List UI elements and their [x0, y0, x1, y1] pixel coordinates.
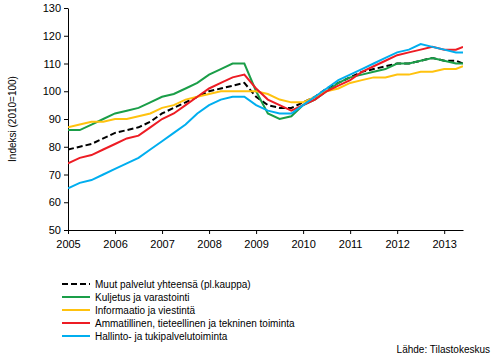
legend-swatch: [62, 335, 90, 337]
y-tick-mark: [64, 119, 68, 120]
x-tick-label: 2011: [339, 238, 363, 250]
x-tick-mark: [350, 230, 351, 234]
x-tick-label: 2006: [103, 238, 127, 250]
legend-label: Muut palvelut yhteensä (pl.kauppa): [95, 279, 251, 290]
source: Lähde: Tilastokeskus: [397, 344, 490, 355]
y-tick-label: 90: [49, 113, 61, 125]
y-axis-line: [68, 9, 69, 231]
y-tick-label: 130: [43, 2, 61, 14]
x-tick: 2012: [385, 230, 409, 250]
y-tick-label: 80: [49, 141, 61, 153]
y-tick: 50: [49, 224, 68, 236]
y-tick: 80: [49, 141, 68, 153]
y-tick: 60: [49, 196, 68, 208]
x-tick: 2005: [56, 230, 80, 250]
y-tick: 100: [43, 85, 68, 97]
x-tick-mark: [303, 230, 304, 234]
series-line: [68, 47, 463, 164]
legend: Muut palvelut yhteensä (pl.kauppa) Kuljet…: [62, 279, 295, 342]
y-tick-mark: [64, 64, 68, 65]
x-tick-mark: [397, 230, 398, 234]
x-tick: 2006: [103, 230, 127, 250]
x-tick-label: 2007: [150, 238, 174, 250]
x-tick-label: 2012: [385, 238, 409, 250]
x-tick-mark: [162, 230, 163, 234]
x-tick: 2011: [339, 230, 363, 250]
legend-swatch: [62, 309, 90, 311]
y-tick-label: 70: [49, 169, 61, 181]
x-tick-label: 2010: [291, 238, 315, 250]
y-tick-label: 60: [49, 196, 61, 208]
x-axis-line: [69, 230, 464, 231]
series-line: [68, 58, 463, 130]
y-tick-mark: [64, 36, 68, 37]
y-tick: 70: [49, 169, 68, 181]
y-axis: 50 60 70 80 90 100 110 120 130: [43, 2, 69, 236]
x-tick-mark: [444, 230, 445, 234]
y-tick-mark: [64, 230, 68, 231]
series-line: [68, 58, 463, 150]
y-tick-mark: [64, 202, 68, 203]
y-tick-label: 100: [43, 85, 61, 97]
x-tick: 2007: [150, 230, 174, 250]
x-tick-mark: [256, 230, 257, 234]
y-tick: 90: [49, 113, 68, 125]
x-tick-mark: [68, 230, 69, 234]
legend-swatch: [62, 283, 90, 285]
plot-lines: [68, 44, 463, 188]
x-tick: 2010: [291, 230, 315, 250]
y-tick-label: 120: [43, 30, 61, 42]
x-tick: 2013: [432, 230, 456, 250]
y-tick-mark: [64, 175, 68, 176]
x-axis: 2005 2006 2007 2008 2009 2010 2011 2012 2013: [56, 230, 463, 250]
legend-swatch: [62, 322, 90, 324]
x-tick-label: 2005: [56, 238, 80, 250]
x-tick: 2008: [197, 230, 221, 250]
x-tick: 2009: [244, 230, 268, 250]
y-axis-title: Indeksi (2010=100): [7, 76, 18, 162]
y-tick-label: 110: [43, 58, 61, 70]
legend-swatch: [62, 296, 90, 298]
x-tick-label: 2008: [197, 238, 221, 250]
x-tick-label: 2009: [244, 238, 268, 250]
chart: 5060708090100110120130200520062007200820…: [0, 0, 498, 361]
series-line: [68, 44, 463, 188]
legend-label: Kuljetus ja varastointi: [95, 292, 190, 303]
legend-label: Hallinto- ja tukipalvelutoiminta: [95, 331, 228, 342]
legend-label: Informaatio ja viestintä: [95, 305, 195, 316]
y-tick-mark: [64, 147, 68, 148]
legend-label: Ammatillinen, tieteellinen ja tekninen t…: [95, 318, 295, 329]
y-tick: 130: [43, 2, 68, 14]
y-tick: 120: [43, 30, 68, 42]
x-tick-mark: [115, 230, 116, 234]
y-tick: 110: [43, 58, 68, 70]
x-tick-label: 2013: [432, 238, 456, 250]
y-tick-mark: [64, 8, 68, 9]
x-tick-mark: [209, 230, 210, 234]
y-tick-mark: [64, 91, 68, 92]
y-tick-label: 50: [49, 224, 61, 236]
